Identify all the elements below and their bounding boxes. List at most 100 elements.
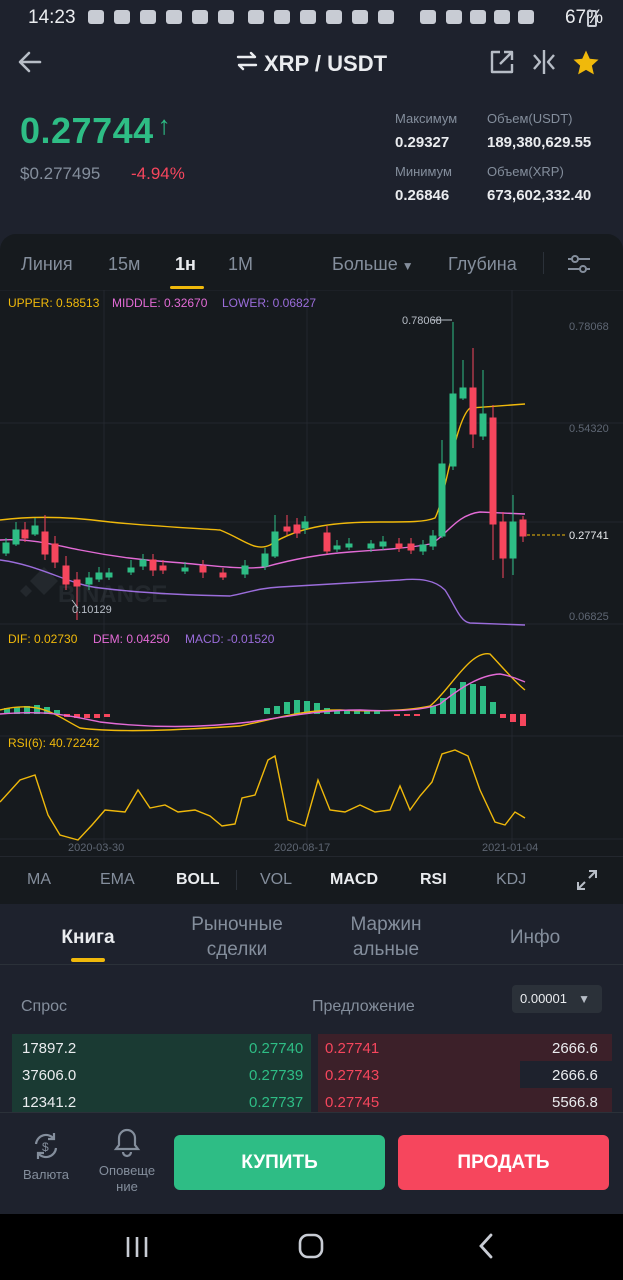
ask-quantity[interactable]: 2666.6 xyxy=(552,1040,598,1057)
indicator-bar xyxy=(0,856,623,904)
usd-price: $0.277495 xyxy=(20,164,101,183)
expand-chart-icon[interactable] xyxy=(576,869,598,896)
favorite-star-icon[interactable] xyxy=(571,48,601,85)
fullscreen-chart-icon[interactable] xyxy=(530,48,558,83)
bid-quantity[interactable]: 37606.0 xyxy=(22,1067,77,1084)
indicator-boll[interactable]: BOLL xyxy=(176,871,220,888)
youtube-icon xyxy=(114,10,130,24)
bid-price[interactable]: 0.27739 xyxy=(249,1067,304,1084)
indicator-ma[interactable]: MA xyxy=(27,871,51,888)
timeframe-1m[interactable]: 1M xyxy=(228,254,254,274)
ask-price[interactable]: 0.27743 xyxy=(325,1067,380,1084)
boll-upper-label: UPPER: 0.58513 xyxy=(8,296,100,310)
ask-quantity[interactable]: 2666.6 xyxy=(552,1067,598,1084)
pair-label: XRP / USDT xyxy=(263,51,388,77)
buy-button[interactable]: КУПИТЬ xyxy=(174,1135,385,1190)
last-price: 0.27744 ↑ xyxy=(20,110,172,151)
ask-label: Предложение xyxy=(312,998,415,1015)
bid-quantity[interactable]: 12341.2 xyxy=(22,1094,77,1111)
precision-select[interactable]: 0.00001 ▼ xyxy=(512,985,602,1013)
alert-button[interactable]: Оповеще ние xyxy=(94,1126,160,1196)
alarm-icon xyxy=(420,10,436,24)
ask-price[interactable]: 0.27745 xyxy=(325,1094,380,1111)
ask-price[interactable]: 0.27741 xyxy=(325,1040,380,1057)
min-price-marker xyxy=(71,599,79,609)
mute-icon xyxy=(470,10,486,24)
bid-depth-bar xyxy=(12,1034,311,1061)
bid-price[interactable]: 0.27740 xyxy=(249,1040,304,1057)
depth-tab[interactable]: Глубина xyxy=(448,254,517,274)
currency-exchange-icon: $ xyxy=(14,1130,78,1167)
price-change: -4.94% xyxy=(131,164,185,183)
macd-dif-line xyxy=(0,653,526,732)
ask-depth-bar xyxy=(318,1034,612,1061)
tab-info[interactable]: Инфо xyxy=(509,927,561,948)
indicator-rsi[interactable]: RSI xyxy=(420,871,447,888)
x-axis-label-2: 2020-08-17 xyxy=(274,842,330,854)
caret-down-icon: ▼ xyxy=(401,259,414,273)
youtube-icon xyxy=(166,10,182,24)
y-axis-label-top: 0.78068 xyxy=(569,321,609,333)
x-axis-label-3: 2021-01-04 xyxy=(482,842,538,854)
battery-icon xyxy=(587,10,597,27)
timeframe-more[interactable]: Больше ▼ xyxy=(332,254,414,274)
ask-quantity[interactable]: 5566.8 xyxy=(552,1094,598,1111)
svg-text:$: $ xyxy=(42,1140,49,1154)
viber-icon xyxy=(300,10,316,24)
candlestick-chart[interactable]: BINANCE UPPER: 0.58513 MIDDLE: 0.32670 L… xyxy=(0,290,623,856)
timeframe-15m[interactable]: 15м xyxy=(108,254,141,274)
timeframe-line[interactable]: Линия xyxy=(21,254,73,274)
rsi-line xyxy=(0,749,526,841)
home-icon[interactable] xyxy=(296,1231,326,1266)
incognito-icon xyxy=(352,10,368,24)
pair-selector[interactable]: XRP / USDT xyxy=(0,50,623,77)
high-label: Максимум xyxy=(395,111,458,126)
wifi-icon xyxy=(494,10,510,24)
macd-dem-line xyxy=(0,673,526,728)
youtube-icon xyxy=(218,10,234,24)
status-time: 14:23 xyxy=(28,7,76,28)
notification-icon xyxy=(248,10,264,24)
macd-dem-label: DEM: 0.04250 xyxy=(93,632,170,646)
macd-dif-label: DIF: 0.02730 xyxy=(8,632,78,646)
currency-button[interactable]: $ Валюта xyxy=(14,1130,78,1192)
price-up-arrow-icon: ↑ xyxy=(157,110,172,140)
tab-market-trades[interactable]: Рыночные сделки xyxy=(191,914,283,960)
bid-quantity[interactable]: 17897.2 xyxy=(22,1040,77,1057)
gallery-icon xyxy=(326,10,342,24)
header: XRP / USDT xyxy=(0,36,623,96)
tab-divider xyxy=(543,252,544,274)
bid-depth-bar xyxy=(12,1088,311,1112)
high-value: 0.29327 xyxy=(395,134,450,151)
tabs-divider xyxy=(0,964,623,965)
current-price-label: 0.27741 xyxy=(569,530,609,542)
telegram-icon xyxy=(88,10,104,24)
back-nav-icon[interactable] xyxy=(472,1231,502,1266)
bid-depth-bar xyxy=(12,1061,311,1088)
chart-grid xyxy=(0,290,623,845)
bid-price[interactable]: 0.27737 xyxy=(249,1094,304,1111)
share-icon[interactable] xyxy=(488,48,516,83)
volume-usdt-value: 189,380,629.55 xyxy=(487,134,592,151)
chart-settings-icon[interactable] xyxy=(566,252,592,281)
volume-xrp-label: Объем(XRP) xyxy=(487,164,564,179)
rsi-label: RSI(6): 40.72242 xyxy=(8,736,100,750)
bell-icon xyxy=(94,1126,160,1163)
indicator-macd[interactable]: MACD xyxy=(330,871,378,888)
x-axis-label-1: 2020-03-30 xyxy=(68,842,124,854)
boll-upper-line xyxy=(0,403,526,548)
tab-order-book[interactable]: Книга xyxy=(61,927,115,948)
sell-button[interactable]: ПРОДАТЬ xyxy=(398,1135,609,1190)
ask-depth-bar xyxy=(318,1088,612,1112)
candles xyxy=(2,322,527,620)
recent-apps-icon[interactable] xyxy=(122,1232,152,1267)
indicator-kdj[interactable]: KDJ xyxy=(496,871,527,888)
tab-margin[interactable]: Маржин альные xyxy=(350,914,422,960)
boll-lower-line xyxy=(0,559,526,626)
timeframe-1h[interactable]: 1н xyxy=(175,254,196,274)
timeframe-active-indicator xyxy=(170,286,204,289)
low-label: Минимум xyxy=(395,164,452,179)
back-arrow-icon[interactable] xyxy=(14,46,48,80)
indicator-vol[interactable]: VOL xyxy=(260,871,293,888)
indicator-ema[interactable]: EMA xyxy=(100,871,135,888)
